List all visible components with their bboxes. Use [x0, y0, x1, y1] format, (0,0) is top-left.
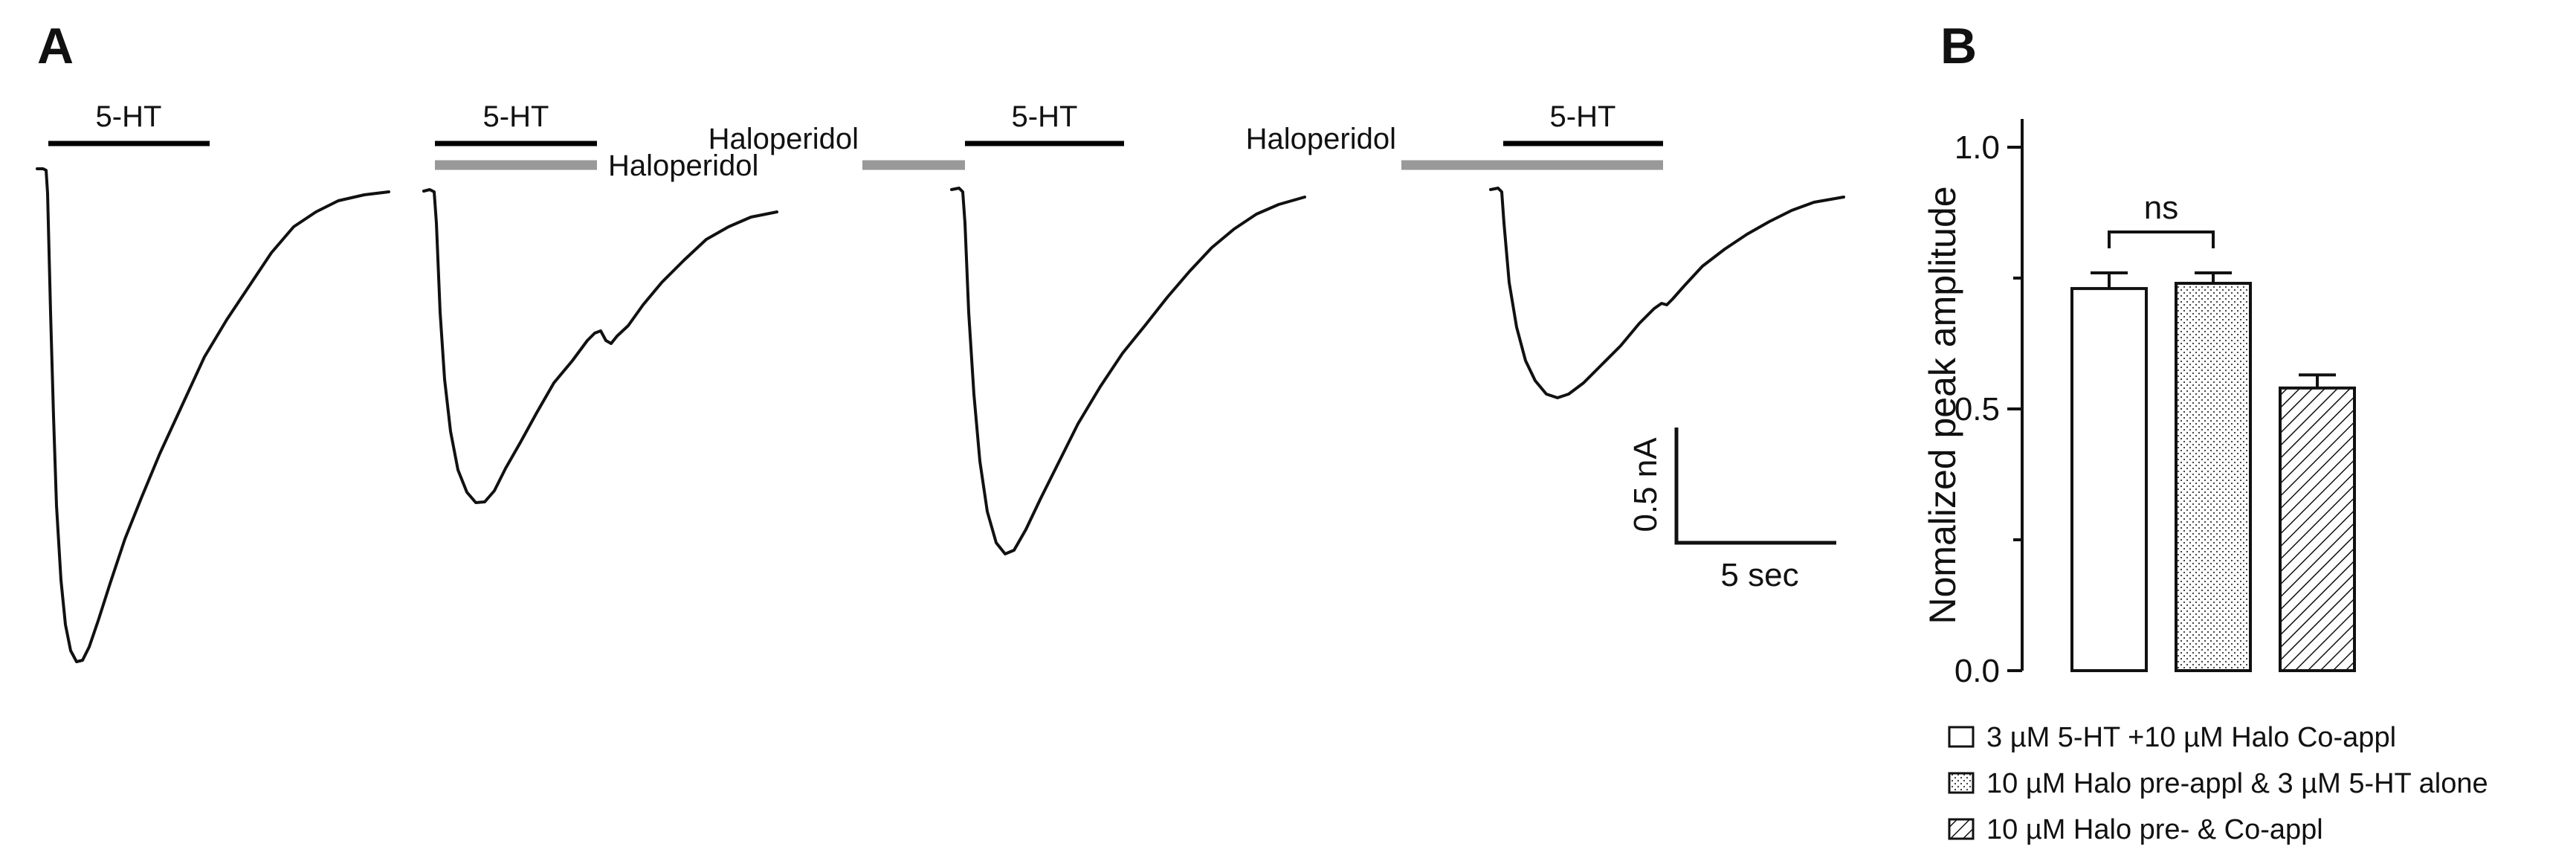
current-trace-1 [36, 167, 390, 663]
scale-bar-y-label: 0.5 nA [1627, 437, 1664, 532]
panel-b: Nomalized peak amplitude 0.0 0.5 1.0 ns 3 … [1922, 119, 2488, 845]
significance-bracket [2108, 230, 2215, 248]
legend-label: 3 µM 5-HT +10 µM Halo Co-appl [1986, 722, 2396, 753]
current-trace-4 [1489, 187, 1845, 399]
trace-group-3: Haloperidol 5-HT [708, 100, 1306, 555]
significance-label: ns [2144, 190, 2178, 226]
legend-swatch-hatched [1948, 818, 1975, 840]
legend-item-pre-and-co-appl: 10 µM Halo pre- & Co-appl [1948, 814, 2323, 845]
legend-label: 10 µM Halo pre-appl & 3 µM 5-HT alone [1986, 768, 2488, 799]
panel-a-letter: A [37, 18, 74, 74]
bar-series [2070, 271, 2356, 673]
current-trace-2 [422, 188, 778, 504]
scale-bar-x-label: 5 sec [1720, 557, 1798, 593]
trace-1-bar-5ht-label: 5-HT [96, 100, 162, 133]
trace-4-bar-5ht-label: 5-HT [1550, 100, 1616, 133]
y-tick-label: 0.5 [1954, 391, 2000, 428]
legend-swatch-open [1948, 726, 1975, 748]
legend: 3 µM 5-HT +10 µM Halo Co-appl 10 µM Halo… [1948, 722, 2488, 845]
trace-2-bar-5ht-label: 5-HT [483, 100, 549, 133]
scale-bar-lines [1674, 428, 1836, 545]
scale-bar: 0.5 nA 5 sec [1627, 428, 1836, 593]
panel-b-letter: B [1940, 18, 1977, 74]
trace-3-bar-haloperidol-label: Haloperidol [708, 123, 859, 155]
y-tick-label: 1.0 [1954, 129, 2000, 166]
y-tick-label: 0.0 [1954, 653, 2000, 689]
trace-group-1: 5-HT [36, 100, 390, 663]
trace-4-bar-haloperidol-label: Haloperidol [1246, 123, 1396, 155]
trace-2-bar-haloperidol-label: Haloperidol [608, 149, 758, 182]
y-axis-label: Nomalized peak amplitude [1922, 186, 1963, 624]
trace-group-2: 5-HT Haloperidol [422, 100, 778, 504]
trace-3-bar-5ht-label: 5-HT [1012, 100, 1078, 133]
legend-label: 10 µM Halo pre- & Co-appl [1986, 814, 2323, 845]
legend-item-pre-appl: 10 µM Halo pre-appl & 3 µM 5-HT alone [1948, 768, 2488, 799]
y-axis-ticks: 0.0 0.5 1.0 [1954, 129, 2022, 689]
current-trace-3 [950, 187, 1306, 555]
legend-item-co-appl: 3 µM 5-HT +10 µM Halo Co-appl [1948, 722, 2396, 753]
bar-dotted [2175, 282, 2252, 673]
bar-hatched [2279, 386, 2356, 673]
legend-swatch-dotted [1948, 772, 1975, 794]
bar-open [2070, 287, 2148, 672]
panel-a: 5-HT 5-HT Haloperidol Haloperidol 5-HT H… [36, 100, 1845, 663]
trace-group-4: Haloperidol 5-HT [1246, 100, 1845, 399]
